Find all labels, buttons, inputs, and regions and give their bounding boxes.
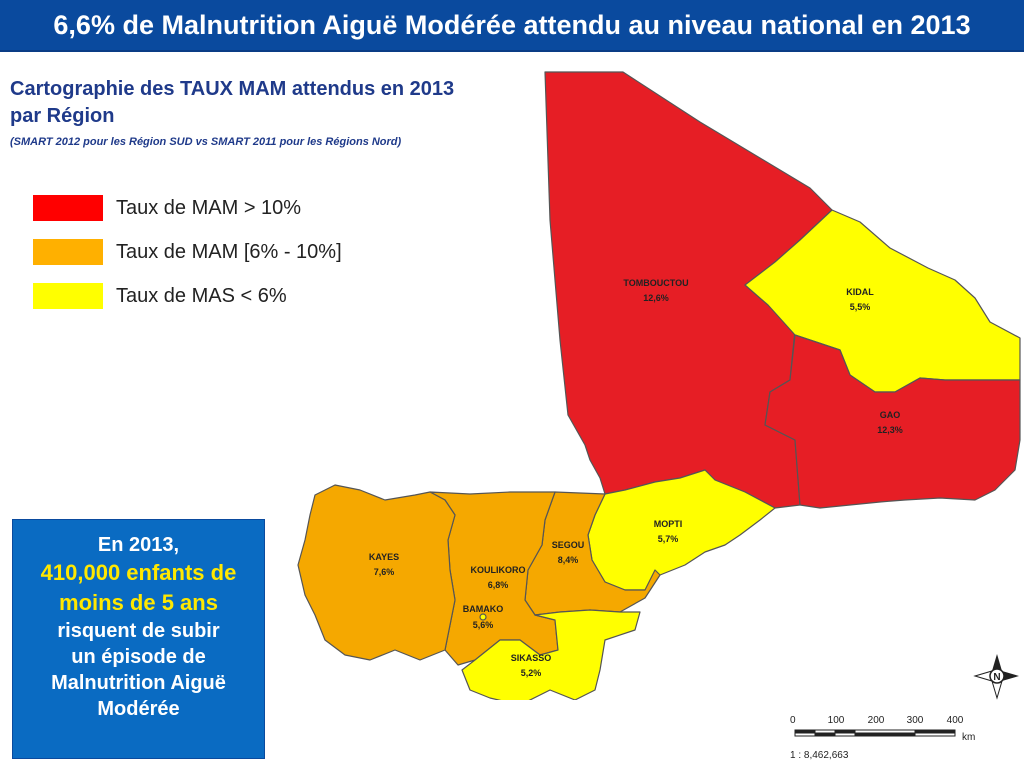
region-value-bamako: 5,6% [473,620,494,630]
region-value-segou: 8,4% [558,555,579,565]
region-kayes[interactable] [297,484,456,661]
scale-tick-label: 400 [947,715,964,726]
scale-tick-label: 200 [868,715,885,726]
region-label-kidal: KIDAL [846,287,874,297]
region-label-mopti: MOPTI [654,519,683,529]
legend-item-low: Taux de MAS < 6% [33,274,342,318]
scale-bar: 0 100 200 300 400 km 1 : 8,462,663 [790,715,975,761]
region-value-sikasso: 5,2% [521,668,542,678]
region-label-sikasso: SIKASSO [511,653,552,663]
info-highlight: moins de 5 ans [59,590,218,615]
region-value-koulikoro: 6,8% [488,580,509,590]
region-value-tombouctou: 12,6% [643,293,669,303]
legend-swatch-red [33,195,103,221]
map-source-note: (SMART 2012 pour les Région SUD vs SMART… [10,136,402,148]
page-title: 6,6% de Malnutrition Aiguë Modérée atten… [0,0,1024,52]
legend-label: Taux de MAM > 10% [116,196,302,219]
scale-tick-label: 100 [828,715,845,726]
legend-swatch-yellow [33,283,103,309]
region-label-bamako: BAMAKO [463,604,504,614]
legend-label: Taux de MAS < 6% [116,284,287,307]
north-arrow-icon: N [973,654,1019,700]
mali-region-map: TOMBOUCTOU 12,6% KIDAL 5,5% GAO 12,3% MO… [297,71,1021,700]
info-line: En 2013, [97,534,180,556]
region-value-kayes: 7,6% [374,567,395,577]
region-label-tombouctou: TOMBOUCTOU [623,278,688,288]
scale-unit: km [962,732,975,743]
scale-tick-label: 0 [790,715,796,726]
info-box: En 2013, 410,000 enfants de moins de 5 a… [12,519,265,759]
info-line: un épisode de [71,646,206,668]
legend-item-mid: Taux de MAM [6% - 10%] [33,230,342,274]
region-gao[interactable] [764,334,1021,509]
legend-swatch-orange [33,239,103,265]
scale-ratio: 1 : 8,462,663 [790,750,849,761]
legend-item-high: Taux de MAM > 10% [33,186,342,230]
info-line: Malnutrition Aiguë [51,672,226,694]
region-bamako-marker[interactable] [479,613,487,621]
region-label-koulikoro: KOULIKORO [471,565,526,575]
region-value-kidal: 5,5% [850,302,871,312]
region-value-mopti: 5,7% [658,534,679,544]
legend-label: Taux de MAM [6% - 10%] [116,240,342,263]
region-label-gao: GAO [880,410,901,420]
legend: Taux de MAM > 10% Taux de MAM [6% - 10%]… [33,186,342,318]
scale-tick-label: 300 [907,715,924,726]
region-label-kayes: KAYES [369,552,399,562]
info-highlight: 410,000 enfants de [40,560,237,585]
map-subtitle: Cartographie des TAUX MAM attendus en 20… [10,78,455,127]
north-label: N [993,672,1000,683]
region-label-segou: SEGOU [552,540,585,550]
region-sikasso[interactable] [461,609,641,700]
info-line: risquent de subir [57,620,220,642]
region-value-gao: 12,3% [877,425,903,435]
info-line: Modérée [97,698,180,720]
